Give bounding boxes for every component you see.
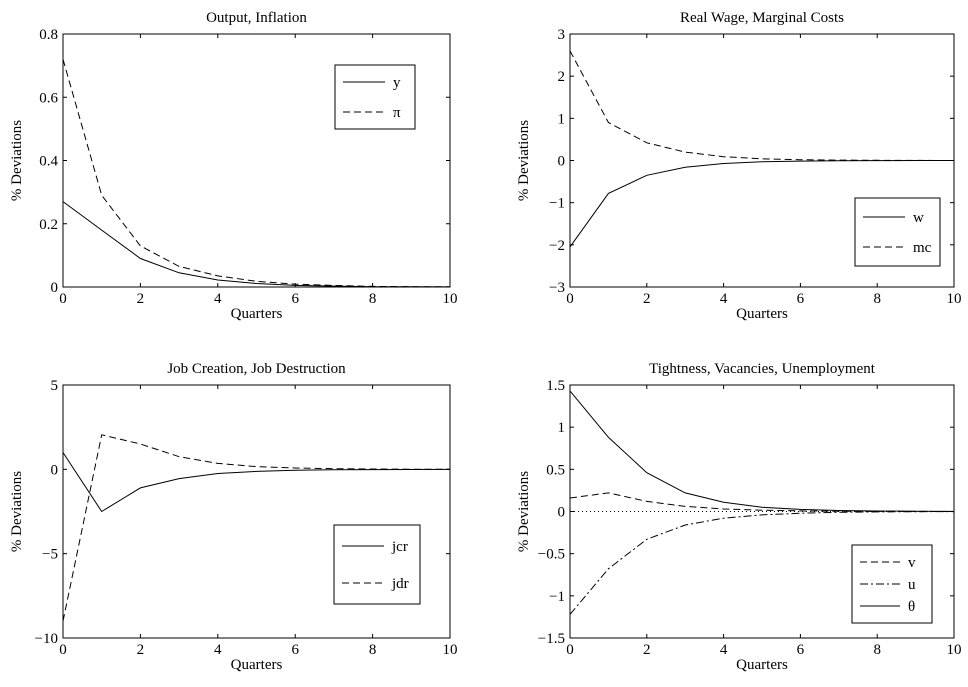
y-tick-label: −1.5	[538, 631, 565, 647]
x-tick-label: 4	[214, 291, 222, 307]
chart-panel-1: Output, Inflation 0 2 4 6 8 10 0 0.2 0.4 0.6 0.8 Qua…	[9, 10, 458, 322]
chart-panel-3: Job Creation, Job Destruction 0 2 4 6 8 10 −10 −…	[9, 361, 458, 673]
series-line-y	[62, 201, 451, 288]
y-tick-label: 1.5	[546, 378, 565, 394]
chart-title: Tightness, Vacancies, Unemployment	[649, 361, 876, 377]
x-tick-label: 8	[873, 642, 881, 658]
x-tick-label: 2	[643, 291, 651, 307]
y-tick-label: −3	[549, 280, 565, 296]
x-tick-label: 6	[291, 642, 299, 658]
chart-title: Job Creation, Job Destruction	[167, 361, 346, 377]
x-tick-label: 10	[947, 291, 962, 307]
y-tick-label: 1	[558, 111, 566, 127]
series-line-θ	[569, 390, 955, 512]
y-axis-label: % Deviations	[516, 120, 532, 201]
legend-box	[334, 64, 416, 130]
x-tick-label: 4	[214, 642, 222, 658]
x-tick-label: 0	[59, 291, 67, 307]
y-tick-label: 3	[558, 27, 566, 43]
x-tick-label: 4	[720, 642, 728, 658]
y-tick-label: 0.4	[39, 154, 58, 170]
y-tick-label: 0.6	[39, 90, 58, 106]
y-tick-label: 0.2	[39, 217, 58, 233]
x-axis-label: Quarters	[736, 657, 788, 673]
y-tick-label: 0	[558, 154, 566, 170]
legend: yπ	[334, 64, 416, 130]
y-tick-label: 0.5	[546, 462, 565, 478]
chart-title: Real Wage, Marginal Costs	[680, 10, 844, 26]
x-tick-label: 10	[443, 291, 458, 307]
legend-label-π: π	[393, 105, 401, 121]
x-tick-label: 2	[643, 642, 651, 658]
x-tick-label: 10	[947, 642, 962, 658]
y-tick-label: 2	[558, 69, 566, 85]
legend-label-v: v	[908, 555, 916, 571]
x-tick-label: 6	[797, 642, 805, 658]
x-tick-label: 10	[443, 642, 458, 658]
x-tick-label: 6	[291, 291, 299, 307]
x-tick-label: 2	[137, 291, 145, 307]
y-tick-label: −0.5	[538, 547, 565, 563]
y-tick-label: −2	[549, 238, 565, 254]
x-tick-label: 2	[137, 642, 145, 658]
y-tick-label: 1	[558, 420, 566, 436]
legend: vuθ	[851, 544, 933, 624]
x-axis-label: Quarters	[231, 306, 283, 322]
x-tick-label: 8	[873, 291, 881, 307]
series-line-jdr	[62, 434, 450, 622]
y-tick-label: 0	[51, 280, 59, 296]
series-line-v	[569, 492, 955, 512]
legend-label-w: w	[913, 210, 924, 226]
legend-label-mc: mc	[913, 240, 932, 256]
x-tick-label: 8	[369, 642, 377, 658]
x-tick-label: 0	[59, 642, 67, 658]
y-tick-label: 0	[51, 462, 59, 478]
legend-label-jdr: jdr	[391, 576, 409, 592]
x-tick-label: 8	[369, 291, 377, 307]
series-line-mc	[569, 50, 955, 161]
y-tick-label: 0.8	[39, 27, 58, 43]
y-tick-label: 0	[558, 505, 566, 521]
chart-panel-2: Real Wage, Marginal Costs 0 2 4 6 8 10 −3 −2 −1 0 1…	[516, 10, 962, 322]
x-tick-label: 4	[720, 291, 728, 307]
legend-label-u: u	[908, 577, 916, 593]
y-tick-label: −10	[35, 631, 58, 647]
legend-label-y: y	[393, 75, 401, 91]
y-axis-label: % Deviations	[516, 471, 532, 552]
legend: w mc	[854, 197, 941, 267]
y-axis-label: % Deviations	[9, 471, 25, 552]
series-line-jcr	[62, 452, 451, 513]
y-tick-label: −5	[42, 547, 58, 563]
x-tick-label: 0	[566, 291, 574, 307]
legend: jcr jdr	[333, 524, 421, 605]
x-axis-label: Quarters	[231, 657, 283, 673]
chart-title: Output, Inflation	[206, 10, 307, 26]
y-tick-label: −1	[549, 196, 565, 212]
legend-label-θ: θ	[908, 599, 915, 615]
x-tick-label: 6	[797, 291, 805, 307]
x-axis-label: Quarters	[736, 306, 788, 322]
series-line-u	[569, 511, 955, 615]
plot-frame	[62, 384, 451, 639]
y-tick-label: 5	[51, 378, 59, 394]
x-tick-label: 0	[566, 642, 574, 658]
chart-panel-4: Tightness, Vacancies, Unemployment 0 2 4 6 8 1…	[516, 361, 962, 673]
y-axis-label: % Deviations	[9, 120, 25, 201]
legend-box	[333, 524, 421, 605]
legend-box	[854, 197, 941, 267]
y-tick-label: −1	[549, 589, 565, 605]
legend-label-jcr: jcr	[391, 539, 408, 555]
